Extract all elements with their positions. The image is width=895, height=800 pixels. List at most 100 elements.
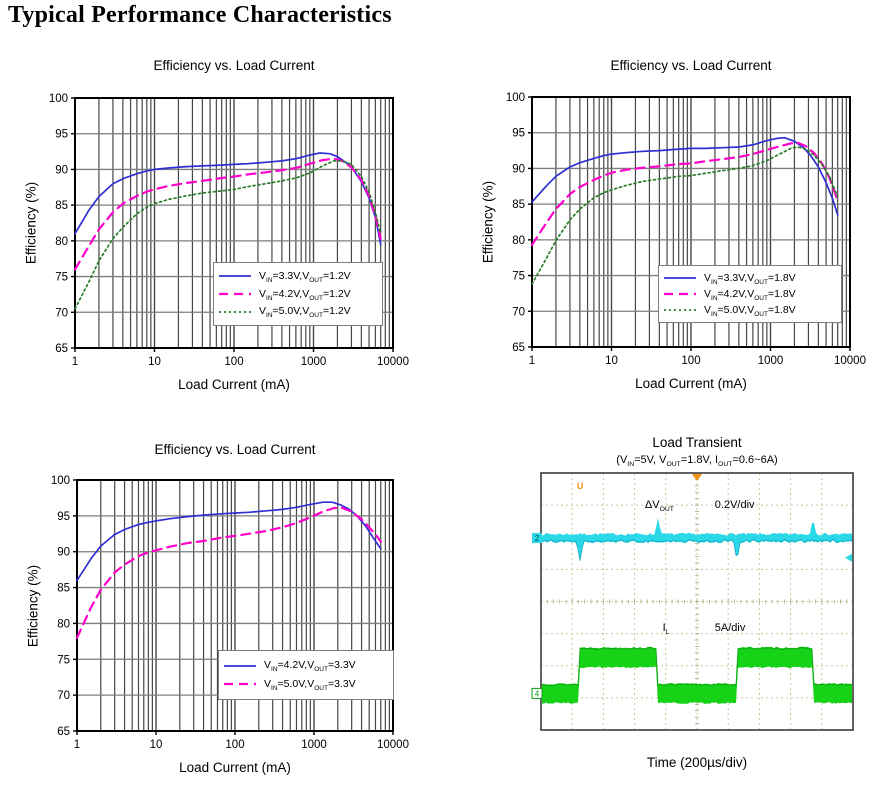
y-tick-label: 65 [55, 343, 68, 355]
legend-label: VIN=4.2V,VOUT=3.3V [264, 659, 356, 674]
y-tick-label: 80 [512, 235, 525, 247]
legend: VIN=4.2V,VOUT=3.3V VIN=5.0V,VOUT=3.3V [218, 650, 394, 700]
trace-vout [542, 518, 852, 562]
y-tick-label: 95 [55, 129, 68, 141]
legend-label: VIN=4.2V,VOUT=1.8V [704, 287, 796, 302]
y-tick-label: 90 [57, 547, 70, 559]
series-vin-5v0 [74, 160, 382, 310]
channel2-marker [532, 533, 542, 544]
trigger-position-marker [692, 474, 702, 481]
legend-swatch [224, 683, 256, 686]
oscilloscope-load-transient: Load Transient (VIN=5V, VOUT=1.8V, IOUT=… [455, 428, 885, 790]
legend: VIN=3.3V,VOUT=1.2V VIN=4.2V,VOUT=1.2V VIN=… [213, 262, 383, 326]
x-tick-label: 1000 [301, 739, 327, 751]
legend-item: VIN=5.0V,VOUT=1.2V [218, 305, 378, 320]
x-tick-label: 10 [605, 355, 618, 367]
plot-area: 65 70 75 80 85 90 95 100 1 10 100 1000 10000 [51, 475, 409, 751]
x-tick-label: 10 [150, 739, 163, 751]
trace-label-vout: ΔVOUT [644, 498, 674, 513]
trace-il-shade [541, 647, 853, 687]
y-tick-label: 70 [57, 690, 70, 702]
series-vin-5v0 [531, 146, 839, 285]
legend-label: VIN=5.0V,VOUT=1.8V [704, 303, 796, 318]
legend-item: VIN=3.3V,VOUT=1.2V [218, 270, 378, 285]
y-tick-label: 65 [57, 726, 70, 738]
y-tick-label: 75 [57, 654, 70, 666]
y-tick-label: 65 [512, 342, 525, 354]
legend-item: VIN=4.2V,VOUT=1.8V [663, 287, 837, 302]
chart-efficiency-vout-1v8: Efficiency vs. Load Current Efficiency (… [455, 55, 885, 400]
y-tick-label: 95 [512, 128, 525, 140]
chart-subtitle: (VIN=5V, VOUT=1.8V, IOUT=0.6~6A) [616, 454, 778, 469]
scale-label-il: 5A/div [714, 621, 746, 634]
y-tick-label: 80 [55, 236, 68, 248]
y-tick-label: 80 [57, 618, 70, 630]
x-axis-label: Load Current (mA) [635, 376, 747, 391]
y-tick-label: 75 [512, 271, 525, 283]
x-tick-label: 1000 [301, 356, 327, 368]
y-tick-label: 85 [512, 199, 525, 211]
legend-swatch [664, 309, 696, 312]
legend-swatch [664, 276, 696, 279]
x-tick-label: 10000 [377, 739, 409, 751]
x-tick-label: 100 [681, 355, 700, 367]
chart-title: Efficiency vs. Load Current [154, 442, 316, 457]
legend-label: VIN=4.2V,VOUT=1.2V [259, 287, 351, 302]
series-vin-4v2 [530, 141, 839, 246]
channel2-label: 2 [535, 534, 540, 543]
x-tick-label: 1 [74, 739, 80, 751]
legend-swatch [664, 292, 696, 296]
legend: VIN=3.3V,VOUT=1.8V VIN=4.2V,VOUT=1.8V VIN=… [658, 265, 842, 323]
legend-swatch [219, 275, 251, 278]
legend-item: VIN=4.2V,VOUT=1.2V [218, 287, 378, 302]
plot-area: 65 70 75 80 85 90 95 100 1 10 100 1000 10000 [49, 93, 409, 368]
legend-item: VIN=5.0V,VOUT=1.8V [663, 303, 837, 318]
x-tick-label: 100 [225, 739, 244, 751]
y-tick-label: 85 [55, 200, 68, 212]
legend-label: VIN=3.3V,VOUT=1.2V [259, 270, 351, 285]
y-tick-label: 70 [512, 306, 525, 318]
y-tick-label: 70 [55, 307, 68, 319]
y-tick-label: 95 [57, 511, 70, 523]
channel4-marker [531, 687, 543, 699]
legend-swatch [219, 292, 251, 296]
series-vin-5v0 [75, 506, 382, 639]
y-tick-label: 90 [512, 163, 525, 175]
chart-title: Efficiency vs. Load Current [153, 58, 315, 73]
x-axis-label: Load Current (mA) [178, 377, 290, 392]
series-vin-4v2 [73, 157, 382, 271]
page-title: Typical Performance Characteristics [8, 2, 392, 28]
y-tick-label: 100 [49, 93, 68, 105]
x-tick-label: 1 [72, 356, 78, 368]
x-tick-label: 10000 [377, 356, 409, 368]
trace-label-il: IL [662, 621, 670, 636]
y-tick-label: 85 [57, 583, 70, 595]
scale-label-vout: 0.2V/div [714, 498, 755, 511]
y-tick-label: 100 [506, 92, 525, 104]
chart-efficiency-vout-1v2: Efficiency vs. Load Current Efficiency (… [10, 55, 440, 400]
chart-title: Load Transient [652, 435, 742, 450]
right-edge-marker [845, 553, 852, 562]
legend-label: VIN=3.3V,VOUT=1.8V [704, 271, 796, 286]
x-tick-label: 10 [148, 356, 161, 368]
scope-border [540, 472, 854, 731]
series-vin-3v3 [531, 136, 839, 216]
plot-area: 65 70 75 80 85 90 95 100 1 10 100 1000 10000 [506, 92, 866, 367]
channel4-label: 4 [535, 689, 540, 698]
y-tick-label: 100 [51, 475, 70, 487]
legend-swatch [219, 310, 251, 313]
legend-item: VIN=4.2V,VOUT=3.3V [223, 659, 389, 674]
chart-title: Efficiency vs. Load Current [610, 58, 772, 73]
y-tick-label: 75 [55, 272, 68, 284]
x-tick-label: 1 [529, 355, 535, 367]
trace-il [542, 646, 852, 704]
x-tick-label: 10000 [834, 355, 866, 367]
chart-efficiency-vout-3v3: Efficiency vs. Load Current Efficiency (… [10, 428, 440, 790]
x-axis-label: Load Current (mA) [179, 760, 291, 775]
legend-swatch [224, 664, 256, 667]
legend-label: VIN=5.0V,VOUT=1.2V [259, 305, 351, 320]
legend-label: VIN=5.0V,VOUT=3.3V [264, 678, 356, 693]
legend-item: VIN=3.3V,VOUT=1.8V [663, 271, 837, 286]
x-tick-label: 100 [224, 356, 243, 368]
x-tick-label: 1000 [758, 355, 784, 367]
